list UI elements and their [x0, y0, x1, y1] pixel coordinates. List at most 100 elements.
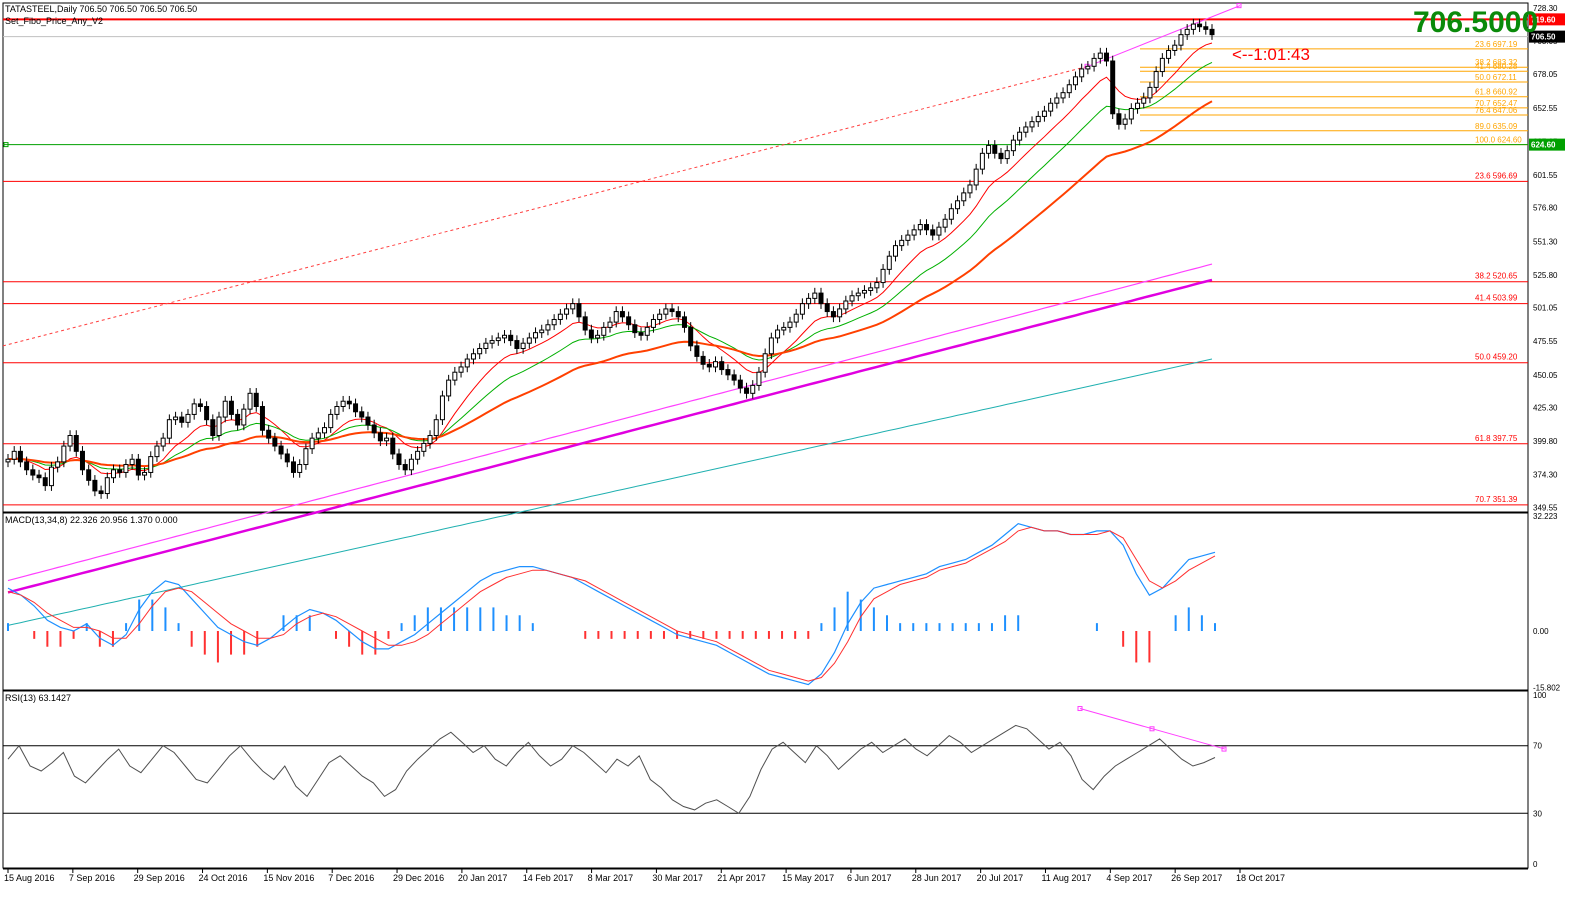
candle-body[interactable] [371, 424, 377, 434]
candle-body[interactable] [328, 413, 334, 429]
candle-body[interactable] [613, 311, 619, 323]
candle-body[interactable] [278, 445, 284, 455]
candle-body[interactable] [1072, 76, 1078, 86]
candle-body[interactable] [582, 316, 588, 331]
candle-body[interactable] [309, 437, 315, 450]
candle-body[interactable] [415, 450, 421, 460]
candle-body[interactable] [61, 445, 67, 463]
candle-body[interactable] [626, 316, 632, 326]
candle-body[interactable] [222, 400, 228, 418]
candle-body[interactable] [886, 255, 892, 270]
rsi-trend-anchor[interactable] [1077, 706, 1083, 712]
candle-body[interactable] [681, 316, 687, 328]
candle-body[interactable] [421, 442, 427, 452]
candle-body[interactable] [1041, 110, 1047, 117]
candle-body[interactable] [986, 144, 992, 154]
candle-body[interactable] [117, 469, 123, 473]
candle-body[interactable] [148, 456, 154, 473]
candle-body[interactable] [917, 224, 923, 231]
candle-body[interactable] [67, 435, 73, 447]
candle-body[interactable] [1203, 26, 1209, 30]
candle-body[interactable] [216, 416, 222, 437]
candle-body[interactable] [390, 437, 396, 455]
candle-body[interactable] [955, 200, 961, 210]
candle-body[interactable] [1197, 23, 1203, 28]
candle-body[interactable] [849, 295, 855, 302]
candle-body[interactable] [1066, 84, 1072, 94]
candle-body[interactable] [731, 374, 737, 381]
candle-body[interactable] [173, 416, 179, 421]
candle-body[interactable] [154, 445, 160, 458]
candle-body[interactable] [1147, 86, 1153, 99]
candle-body[interactable] [837, 308, 843, 318]
candle-body[interactable] [793, 313, 799, 323]
candle-body[interactable] [762, 353, 768, 373]
candle-body[interactable] [160, 437, 166, 447]
candle-body[interactable] [998, 152, 1004, 160]
candle-body[interactable] [1091, 57, 1097, 67]
candle-body[interactable] [5, 458, 11, 463]
candle-body[interactable] [24, 461, 30, 471]
candle-body[interactable] [30, 469, 36, 476]
candle-body[interactable] [1035, 115, 1041, 123]
candle-body[interactable] [514, 340, 520, 349]
candle-body[interactable] [1060, 92, 1066, 99]
candle-body[interactable] [1048, 102, 1054, 112]
candle-body[interactable] [489, 340, 495, 344]
candle-body[interactable] [104, 477, 110, 495]
candle-body[interactable] [123, 464, 129, 473]
candle-body[interactable] [470, 353, 476, 360]
candle-body[interactable] [948, 208, 954, 220]
candle-body[interactable] [86, 469, 92, 481]
candle-body[interactable] [588, 329, 594, 339]
candle-body[interactable] [427, 435, 433, 444]
candle-body[interactable] [340, 400, 346, 408]
candle-body[interactable] [1159, 57, 1165, 73]
candle-body[interactable] [1128, 107, 1134, 120]
candle-body[interactable] [669, 308, 675, 313]
candle-body[interactable] [111, 469, 117, 479]
candle-body[interactable] [675, 311, 681, 318]
candle-body[interactable] [905, 234, 911, 241]
candle-body[interactable] [768, 337, 774, 355]
candle-body[interactable] [334, 406, 340, 415]
candle-body[interactable] [1116, 113, 1122, 125]
candle-body[interactable] [564, 308, 570, 315]
candle-body[interactable] [663, 308, 669, 315]
candle-body[interactable] [737, 379, 743, 389]
candle-body[interactable] [483, 342, 489, 349]
candle-body[interactable] [508, 334, 514, 342]
candle-body[interactable] [533, 332, 539, 339]
candle-body[interactable] [539, 329, 545, 334]
candle-body[interactable] [992, 144, 998, 154]
candle-body[interactable] [570, 303, 576, 310]
candle-body[interactable] [824, 303, 830, 313]
candle-body[interactable] [1141, 97, 1147, 104]
candle-body[interactable] [551, 318, 557, 326]
candle-body[interactable] [787, 321, 793, 328]
rsi-trend-anchor[interactable] [1221, 746, 1227, 752]
candle-body[interactable] [204, 406, 210, 421]
candle-body[interactable] [464, 358, 470, 368]
trendline-anchor[interactable] [1236, 3, 1242, 9]
candle-body[interactable] [241, 408, 247, 426]
candle-body[interactable] [439, 395, 445, 421]
candle-body[interactable] [322, 427, 328, 434]
candle-body[interactable] [1004, 150, 1010, 160]
candle-body[interactable] [632, 324, 638, 334]
candle-body[interactable] [657, 313, 663, 320]
candle-body[interactable] [1166, 49, 1172, 59]
candle-body[interactable] [185, 413, 191, 423]
candle-body[interactable] [644, 326, 650, 336]
candle-body[interactable] [899, 239, 905, 247]
candle-body[interactable] [1023, 126, 1029, 133]
candle-body[interactable] [142, 471, 148, 476]
candle-body[interactable] [750, 384, 756, 394]
candle-body[interactable] [911, 229, 917, 236]
candle-body[interactable] [924, 224, 930, 231]
candle-body[interactable] [607, 321, 613, 328]
candle-body[interactable] [557, 313, 563, 320]
candle-body[interactable] [1172, 44, 1178, 51]
candle-body[interactable] [166, 419, 172, 439]
